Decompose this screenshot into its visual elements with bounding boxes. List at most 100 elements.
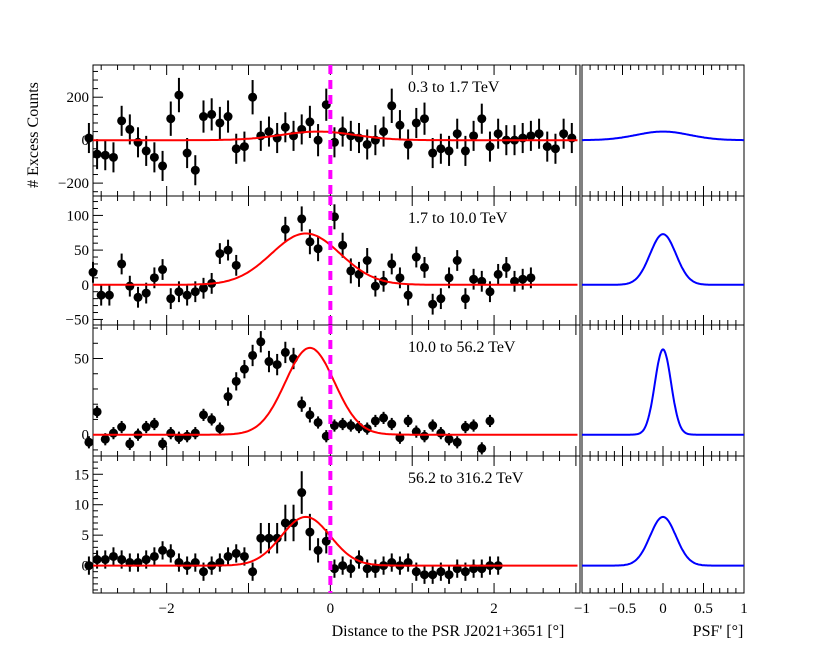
psf-x-tick-label: 0.5	[694, 601, 713, 617]
data-point	[84, 561, 94, 571]
data-point	[272, 360, 282, 370]
data-point	[313, 417, 323, 427]
panel-3: 0 50 10.0 to 56.2 TeV	[74, 324, 745, 457]
data-point	[280, 518, 290, 528]
psf-curve	[582, 130, 744, 142]
data-point	[542, 142, 552, 152]
data-point	[411, 118, 421, 128]
data-point	[313, 244, 323, 254]
data-point	[231, 260, 241, 270]
data-point	[428, 148, 438, 158]
data-point	[387, 259, 397, 269]
data-point	[485, 287, 495, 297]
data-point	[297, 214, 307, 224]
x-tick-label: −2	[159, 601, 175, 617]
y-tick-label: 15	[74, 467, 89, 483]
psf-curve	[582, 233, 744, 286]
psf-x-tick-label: 0	[659, 601, 667, 617]
data-point	[166, 294, 176, 304]
data-point	[149, 152, 159, 162]
data-point	[158, 161, 168, 171]
data-point	[469, 131, 479, 141]
data-point	[354, 269, 364, 279]
data-point	[297, 488, 307, 498]
data-point	[419, 431, 429, 441]
data-point	[338, 561, 348, 571]
y-tick-label: 0	[82, 278, 90, 294]
data-point	[100, 555, 110, 565]
psf-x-axis-label: PSF' [°]	[693, 623, 744, 640]
data-point	[158, 439, 168, 449]
data-point	[362, 564, 372, 574]
data-point	[166, 114, 176, 124]
panel-4: 05101556.2 to 316.2 TeV	[74, 455, 745, 594]
data-point	[550, 144, 560, 154]
y-tick-label: 0	[82, 133, 90, 149]
data-point	[100, 150, 110, 160]
data-point	[305, 117, 315, 127]
data-point	[92, 407, 102, 417]
data-point	[158, 265, 168, 275]
data-point	[108, 551, 118, 561]
data-point	[223, 112, 233, 122]
gaussian-fit-line	[93, 232, 578, 286]
data-point	[256, 533, 266, 543]
x-axis-label: Distance to the PSR J2021+3651 [°]	[332, 623, 565, 640]
data-point	[436, 294, 446, 304]
data-point	[370, 564, 380, 574]
data-point	[477, 443, 487, 453]
data-point	[141, 146, 151, 156]
data-point	[231, 548, 241, 558]
data-point	[485, 416, 495, 426]
data-point	[452, 129, 462, 139]
data-point	[346, 564, 356, 574]
data-point	[518, 274, 528, 284]
data-point	[133, 137, 143, 147]
data-point	[436, 428, 446, 438]
data-point	[84, 437, 94, 447]
data-point	[379, 413, 389, 423]
data-point	[264, 357, 274, 367]
data-point	[534, 129, 544, 139]
energy-band-label: 1.7 to 10.0 TeV	[408, 210, 508, 227]
data-point	[501, 262, 511, 272]
data-point	[477, 276, 487, 286]
data-point	[338, 419, 348, 429]
psf-x-tick-label: −1	[574, 601, 590, 617]
energy-band-label: 10.0 to 56.2 TeV	[408, 339, 516, 356]
data-point	[190, 428, 200, 438]
data-point	[198, 112, 208, 122]
x-tick-label: 0	[327, 601, 335, 617]
data-point	[182, 148, 192, 158]
y-tick-label: 100	[67, 208, 90, 224]
data-point	[346, 421, 356, 431]
data-point	[108, 428, 118, 438]
data-point	[526, 131, 536, 141]
data-point	[510, 276, 520, 286]
data-point	[166, 428, 176, 438]
data-point	[469, 421, 479, 431]
panel-1: −200 0 200 0.3 to 1.7 TeV	[58, 64, 745, 197]
data-point	[182, 290, 192, 300]
data-point	[182, 431, 192, 441]
energy-band-label: 0.3 to 1.7 TeV	[408, 79, 500, 96]
gaussian-fit-line	[93, 515, 578, 567]
data-point	[141, 422, 151, 432]
main-frame	[92, 455, 581, 594]
data-point	[387, 101, 397, 111]
data-point	[305, 527, 315, 537]
data-point	[526, 273, 536, 283]
data-point	[141, 555, 151, 565]
data-point	[88, 267, 98, 277]
data-point	[444, 570, 454, 580]
data-point	[198, 567, 208, 577]
data-point	[190, 165, 200, 175]
psf-x-tick-label: 1	[740, 601, 748, 617]
data-point	[280, 122, 290, 132]
data-point	[198, 410, 208, 420]
data-point	[452, 256, 462, 265]
data-point	[460, 567, 470, 577]
data-point	[174, 287, 184, 297]
data-point	[96, 290, 106, 300]
